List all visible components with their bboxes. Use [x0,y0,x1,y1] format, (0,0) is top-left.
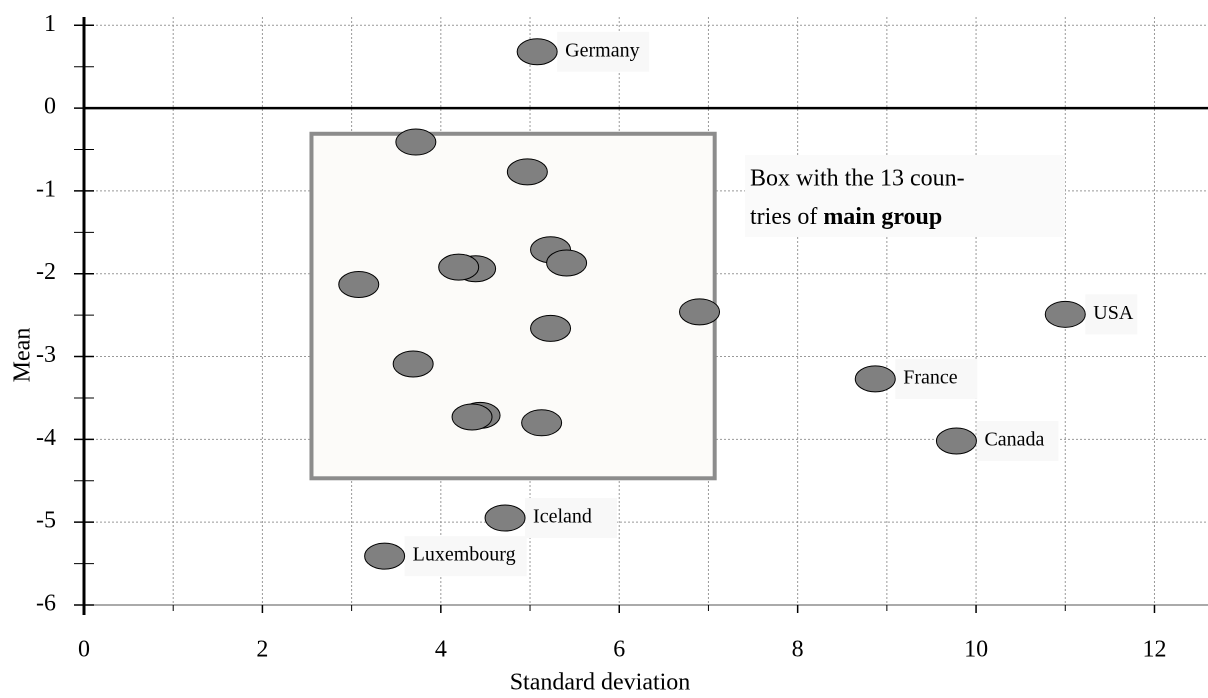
x-tick-label: 4 [435,637,447,663]
y-tick-label: -5 [36,508,56,534]
point [516,38,558,66]
point-label: Iceland [533,506,592,528]
point-label-bg [557,31,650,72]
y-tick-label: -2 [36,259,56,285]
annotation-part: main group [823,204,942,230]
point [451,403,493,431]
y-axis-title: Mean [10,328,36,383]
x-tick-label: 0 [78,637,90,663]
y-tick-label: 0 [44,94,56,120]
point [530,314,572,342]
point-label-bg [1085,294,1138,335]
point-label-bg [404,536,527,577]
point-label: USA [1093,302,1134,324]
point-label: France [903,367,958,389]
y-tick-label: -6 [36,591,56,617]
y-tick-label: -4 [36,425,56,451]
y-tick-label: -3 [36,342,56,368]
annotation: Box with the 13 coun- [750,166,965,192]
point-label: Canada [984,429,1044,451]
annotation-bg [745,155,1065,237]
point [395,128,437,156]
x-tick-label: 2 [256,637,268,663]
point-label: Germany [565,39,639,61]
y-tick-label: 1 [44,11,56,37]
x-tick-label: 10 [964,637,988,663]
point [438,253,480,281]
point [521,409,563,437]
point [935,427,977,455]
point [338,270,380,298]
point-label-bg [525,498,618,539]
point [1044,300,1086,328]
point [679,298,721,326]
x-tick-label: 6 [613,637,625,663]
x-tick-label: 12 [1142,637,1166,663]
point [364,542,406,570]
point [392,350,434,378]
group-box [309,131,717,481]
point-label: Luxembourg [413,544,516,566]
point [484,504,526,532]
y-tick-label: -1 [36,176,56,202]
x-axis-title: Standard deviation [510,670,691,696]
x-tick-label: 8 [792,637,804,663]
point [506,158,548,186]
point-label-bg [976,421,1059,462]
point [546,249,588,277]
point [854,365,896,393]
point-label-bg [895,358,978,399]
annotation: tries of main group [750,204,942,230]
annotation-part: tries of [750,204,823,230]
